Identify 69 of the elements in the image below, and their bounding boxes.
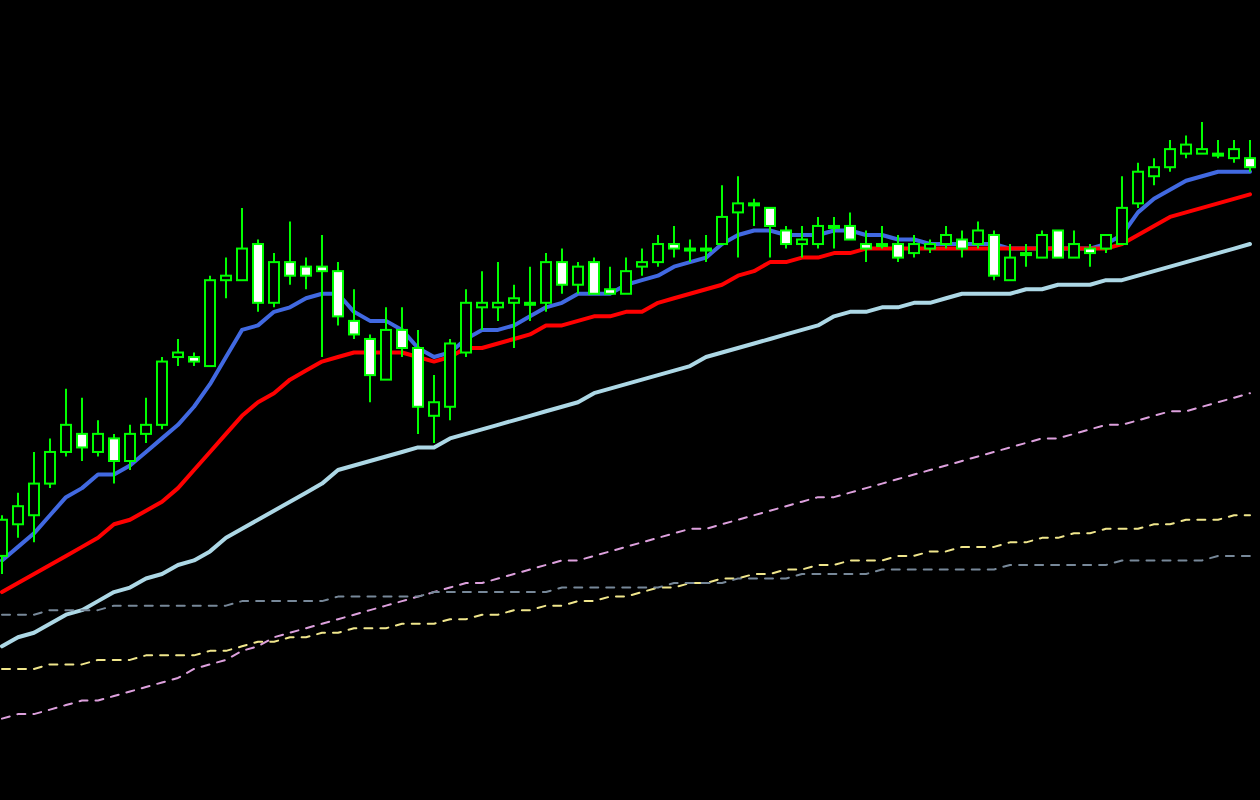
candlestick — [668, 224, 680, 259]
candlestick — [828, 215, 840, 250]
candlestick — [1196, 121, 1208, 155]
candlestick — [780, 224, 792, 250]
candlestick — [60, 387, 72, 458]
candlestick — [300, 256, 312, 291]
candlestick — [700, 234, 712, 264]
candlestick — [396, 306, 408, 359]
candlestick — [428, 374, 440, 444]
candlestick — [364, 333, 376, 404]
candlestick — [172, 337, 184, 368]
candlestick — [348, 288, 360, 340]
candlestick — [476, 270, 488, 331]
candlestick — [684, 238, 696, 264]
candlestick — [1084, 243, 1096, 268]
candlestick — [764, 206, 776, 259]
candlestick — [92, 419, 104, 458]
candlestick — [76, 396, 88, 462]
candlestick — [716, 184, 728, 246]
candlestick — [220, 256, 232, 300]
candlestick — [1148, 157, 1160, 187]
candlestick — [1036, 229, 1048, 259]
candlestick — [332, 261, 344, 327]
candlestick — [988, 229, 1000, 282]
candlestick — [860, 229, 872, 264]
candlestick — [588, 256, 600, 295]
candlestick — [956, 229, 968, 259]
candlestick — [812, 215, 824, 250]
candlestick — [1212, 139, 1224, 160]
candlestick — [540, 252, 552, 313]
candlestick — [1244, 139, 1256, 173]
candlestick — [28, 450, 40, 544]
candlestick — [124, 423, 136, 472]
candlestick — [1004, 243, 1016, 282]
candlestick — [652, 234, 664, 268]
candlestick — [316, 234, 328, 359]
candlestick — [1164, 139, 1176, 173]
candlestick — [1116, 175, 1128, 246]
candlestick — [620, 256, 632, 295]
candlestick — [1180, 134, 1192, 160]
candlestick — [284, 220, 296, 286]
candlestick — [732, 175, 744, 259]
candlestick — [524, 265, 536, 322]
candlestick — [572, 261, 584, 295]
candlestick — [876, 224, 888, 250]
candlestick — [508, 283, 520, 349]
candlestick — [140, 396, 152, 444]
candlestick — [268, 252, 280, 309]
candlestick — [892, 234, 904, 264]
candlestick — [236, 206, 248, 282]
candlestick — [1068, 229, 1080, 259]
candlestick — [748, 197, 760, 227]
candlestick — [12, 491, 24, 539]
candlestick — [972, 220, 984, 250]
candlestick — [1132, 161, 1144, 209]
candlestick — [636, 247, 648, 277]
candlestick — [108, 432, 120, 485]
candlestick — [908, 234, 920, 259]
candlestick — [796, 224, 808, 259]
candlestick — [556, 247, 568, 295]
candlestick — [604, 265, 616, 295]
candlestick — [492, 261, 504, 322]
candlestick — [1052, 229, 1064, 259]
candlestick — [940, 224, 952, 250]
candlestick — [1100, 234, 1112, 255]
candlestick — [844, 211, 856, 241]
candlestick — [44, 437, 56, 490]
candlestick — [1020, 243, 1032, 268]
candlestick — [1228, 139, 1240, 164]
